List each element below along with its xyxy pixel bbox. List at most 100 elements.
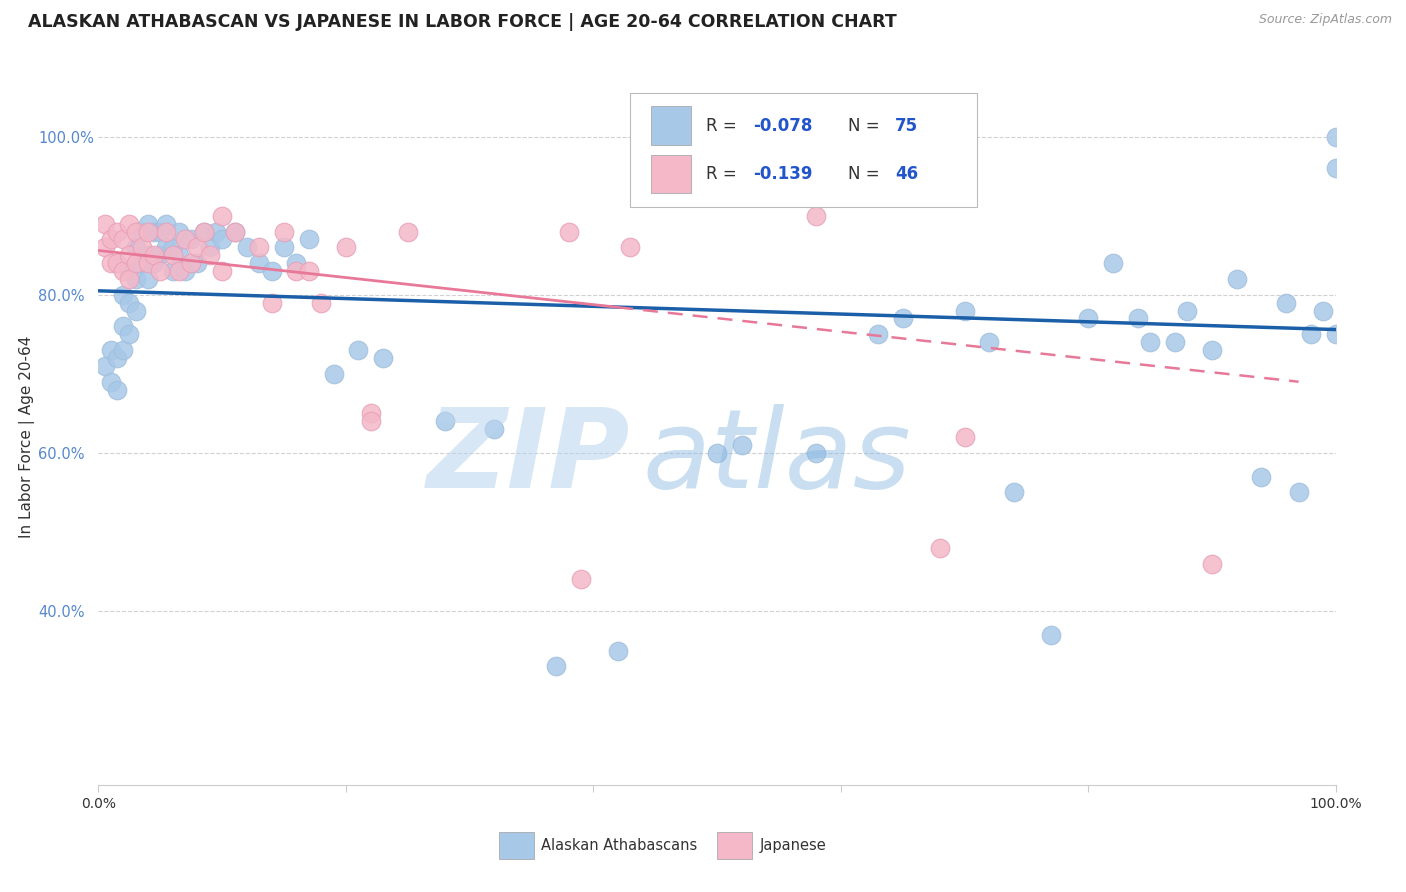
Point [124, 272, 146, 286]
Point [928, 541, 950, 555]
Point [124, 225, 146, 239]
Point [167, 225, 190, 239]
Point [619, 240, 641, 254]
Point [211, 264, 233, 278]
Point [347, 343, 370, 358]
Point [167, 248, 190, 262]
Text: ALASKAN ATHABASCAN VS JAPANESE IN LABOR FORCE | AGE 20-64 CORRELATION CHART: ALASKAN ATHABASCAN VS JAPANESE IN LABOR … [28, 13, 897, 31]
Point [149, 248, 172, 262]
Point [804, 209, 827, 223]
Point [1288, 485, 1310, 500]
Point [1139, 335, 1161, 350]
Point [260, 264, 283, 278]
Point [205, 225, 228, 239]
Point [1175, 303, 1198, 318]
Point [131, 240, 153, 254]
Point [1201, 557, 1223, 571]
Text: R =: R = [706, 165, 742, 183]
Point [105, 351, 128, 365]
Point [112, 319, 135, 334]
Point [247, 256, 270, 270]
Point [891, 311, 914, 326]
Point [143, 256, 166, 270]
Point [1102, 256, 1125, 270]
Point [118, 272, 141, 286]
Point [607, 643, 630, 657]
Text: N =: N = [848, 118, 886, 136]
Point [484, 422, 506, 436]
Text: atlas: atlas [643, 404, 911, 511]
Point [118, 217, 141, 231]
Point [309, 295, 332, 310]
Point [149, 264, 172, 278]
Point [180, 232, 202, 246]
Point [1201, 343, 1223, 358]
Point [193, 225, 215, 239]
Point [1164, 335, 1187, 350]
Point [155, 217, 177, 231]
Point [371, 351, 394, 365]
FancyBboxPatch shape [630, 93, 977, 208]
Point [1324, 327, 1347, 342]
Point [1275, 295, 1298, 310]
Point [186, 256, 208, 270]
Text: Alaskan Athabascans: Alaskan Athabascans [541, 838, 697, 853]
Point [124, 240, 146, 254]
Point [155, 225, 177, 239]
Point [236, 240, 259, 254]
Point [804, 446, 827, 460]
Point [569, 573, 592, 587]
Point [124, 256, 146, 270]
Point [953, 303, 976, 318]
Point [118, 295, 141, 310]
Point [1002, 485, 1025, 500]
Point [136, 256, 159, 270]
Point [105, 225, 128, 239]
Point [335, 240, 357, 254]
Point [162, 240, 184, 254]
Point [1077, 311, 1099, 326]
Point [143, 248, 166, 262]
Point [360, 414, 382, 428]
Point [167, 264, 190, 278]
Point [112, 343, 135, 358]
Text: -0.139: -0.139 [754, 165, 813, 183]
Point [174, 264, 197, 278]
Point [136, 225, 159, 239]
Point [186, 240, 208, 254]
Point [131, 256, 153, 270]
Point [118, 248, 141, 262]
Point [100, 343, 122, 358]
Point [124, 303, 146, 318]
Point [1324, 161, 1347, 176]
Point [1299, 327, 1322, 342]
Point [273, 225, 295, 239]
Point [162, 264, 184, 278]
Point [211, 232, 233, 246]
Point [1126, 311, 1149, 326]
Text: 46: 46 [896, 165, 918, 183]
Text: Japanese: Japanese [759, 838, 825, 853]
Point [322, 367, 344, 381]
Point [105, 383, 128, 397]
Point [866, 327, 889, 342]
Point [180, 256, 202, 270]
Point [273, 240, 295, 254]
Point [143, 225, 166, 239]
Point [136, 248, 159, 262]
Point [93, 240, 115, 254]
Point [433, 414, 456, 428]
Point [298, 232, 321, 246]
Point [118, 264, 141, 278]
Point [162, 248, 184, 262]
Point [118, 327, 141, 342]
Point [260, 295, 283, 310]
Point [155, 240, 177, 254]
Point [149, 225, 172, 239]
Point [93, 359, 115, 373]
Point [198, 248, 221, 262]
Point [396, 225, 419, 239]
Point [285, 256, 308, 270]
Point [198, 240, 221, 254]
Text: R =: R = [706, 118, 742, 136]
